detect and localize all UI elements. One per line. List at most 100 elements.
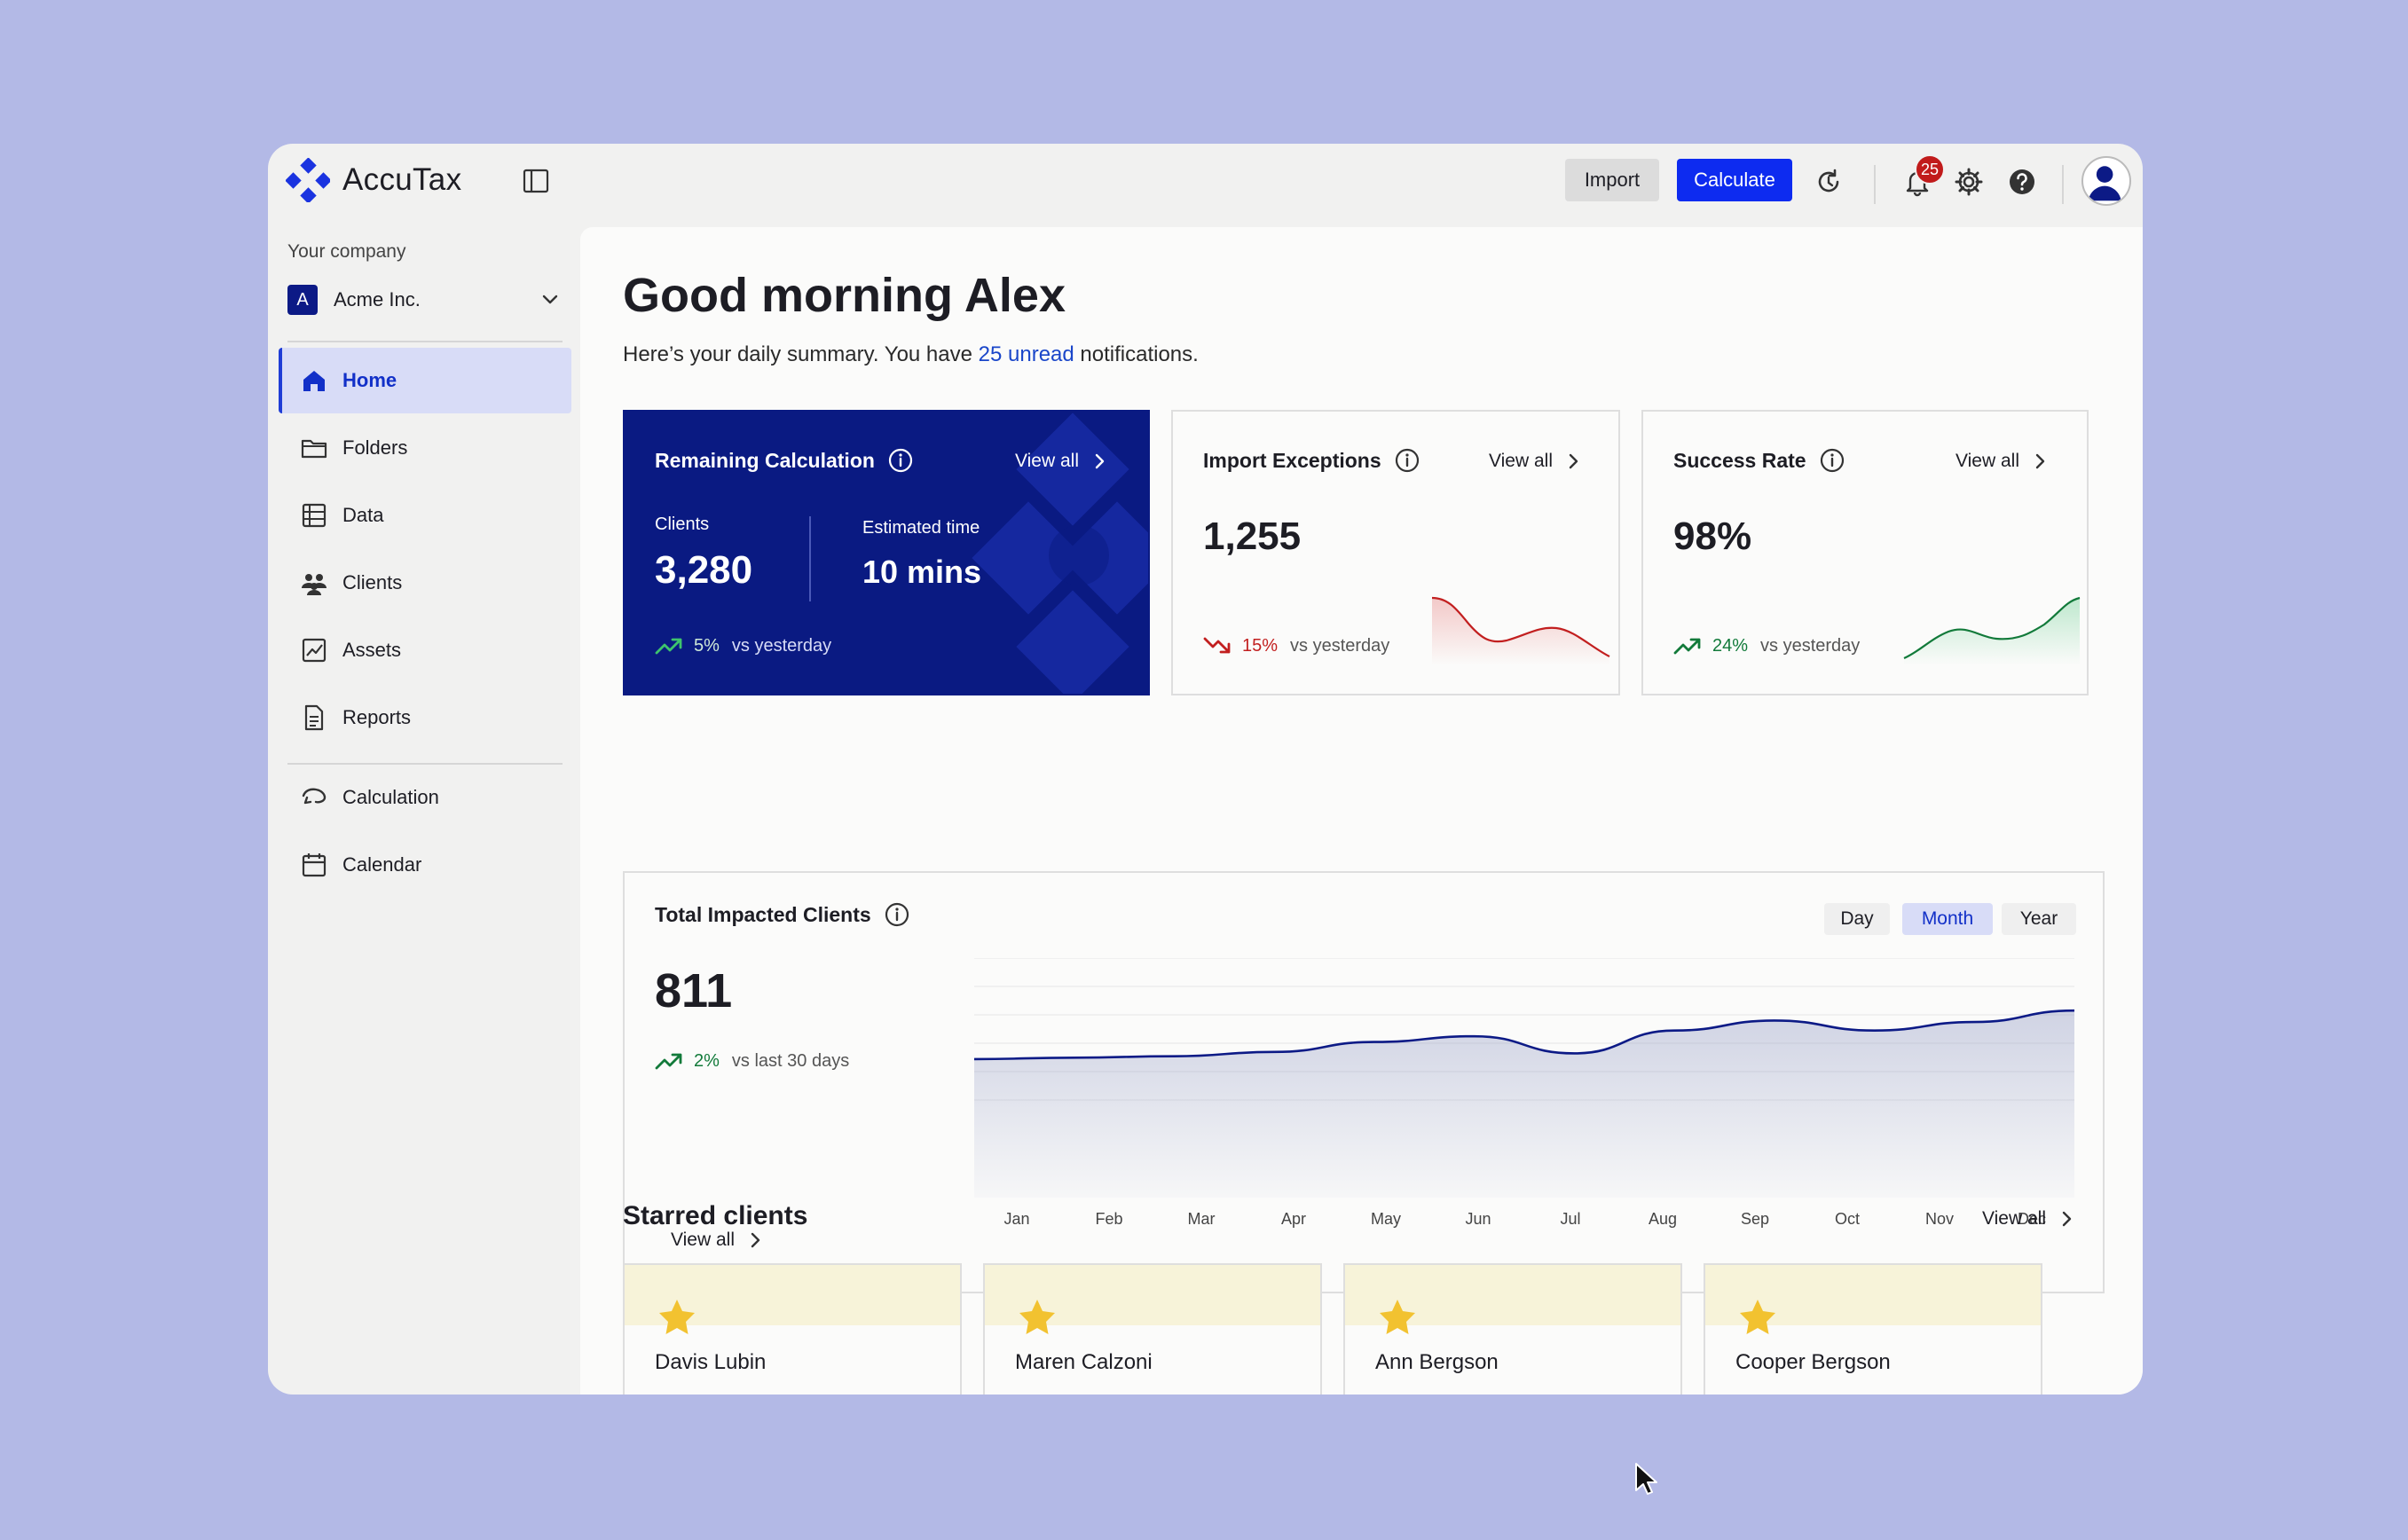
app-logo[interactable]: AccuTax — [286, 158, 461, 202]
chart-icon — [302, 638, 327, 663]
unread-notifications-link[interactable]: 25 unread — [978, 342, 1074, 366]
trend-comparison: vs yesterday — [1290, 635, 1390, 656]
home-icon — [303, 371, 325, 391]
sidebar-item-label: Assets — [342, 639, 402, 661]
sidebar-item-home[interactable]: Home — [279, 348, 571, 413]
sidebar-item-label: Folders — [342, 436, 408, 459]
trend-value: 2% — [694, 1050, 720, 1071]
starred-client-card[interactable]: Cooper Bergson — [1704, 1263, 2042, 1395]
success-rate-card: Success Rate View all 98% 24% vs yesterd… — [1641, 410, 2089, 695]
trend-up-icon — [655, 1053, 682, 1070]
chevron-right-icon — [1095, 453, 1105, 469]
calculation-icon — [302, 788, 327, 805]
x-axis-tick-label: Oct — [1834, 1210, 1861, 1228]
daily-summary: Here’s your daily summary. You have 25 u… — [623, 342, 1199, 367]
chevron-right-icon — [1569, 453, 1578, 469]
client-name: Maren Calzoni — [1015, 1350, 1153, 1374]
summary-text: notifications. — [1074, 342, 1199, 366]
chevron-down-icon — [542, 295, 558, 304]
remaining-calculation-card: Remaining Calculation View all Clients 3… — [623, 410, 1150, 695]
star-icon[interactable] — [1377, 1297, 1418, 1338]
trend-indicator: 15% vs yesterday — [1203, 635, 1389, 656]
x-axis-tick-label: May — [1370, 1210, 1402, 1228]
period-day-button[interactable]: Day — [1824, 903, 1890, 935]
star-icon[interactable] — [1737, 1297, 1778, 1338]
starred-client-card[interactable]: Davis Lubin — [623, 1263, 962, 1395]
sidebar-divider — [287, 763, 563, 765]
sidebar-item-calendar[interactable]: Calendar — [279, 832, 571, 898]
sidebar-item-folders[interactable]: Folders — [279, 415, 571, 481]
sidebar-item-clients[interactable]: Clients — [279, 550, 571, 616]
x-axis-tick-label: Aug — [1648, 1210, 1678, 1228]
user-avatar[interactable] — [2081, 156, 2131, 206]
estimated-time-label: Estimated time — [862, 518, 980, 538]
info-icon[interactable] — [884, 901, 910, 928]
sidebar-item-label: Clients — [342, 571, 403, 593]
import-button[interactable]: Import — [1565, 159, 1659, 201]
view-all-link[interactable]: View all — [671, 1230, 765, 1251]
refresh-icon[interactable] — [1814, 167, 1844, 197]
x-axis-tick-label: Feb — [1095, 1210, 1123, 1228]
import-exceptions-card: Import Exceptions View all 1,255 15% vs … — [1171, 410, 1620, 695]
x-axis-tick-label: Jan — [1003, 1210, 1030, 1228]
x-axis-tick-label: Nov — [1924, 1210, 1955, 1228]
trend-up-icon — [655, 638, 682, 655]
impacted-value: 811 — [655, 964, 733, 1018]
trend-comparison: vs yesterday — [731, 635, 832, 656]
card-title-text: Import Exceptions — [1203, 448, 1381, 472]
exceptions-value: 1,255 — [1203, 515, 1302, 558]
starred-client-card[interactable]: Ann Bergson — [1343, 1263, 1682, 1395]
sidebar-item-data[interactable]: Data — [279, 483, 571, 548]
trend-comparison: vs yesterday — [1760, 635, 1861, 656]
card-title: Remaining Calculation — [655, 447, 914, 474]
company-name: Acme Inc. — [334, 288, 421, 310]
view-all-label: View all — [1982, 1208, 2046, 1229]
card-title-text: Remaining Calculation — [655, 448, 875, 472]
sidebar-divider — [287, 341, 563, 342]
client-name: Davis Lubin — [655, 1350, 767, 1374]
view-all-link[interactable]: View all — [1956, 451, 2050, 472]
info-icon[interactable] — [887, 447, 914, 474]
company-avatar: A — [287, 285, 318, 315]
period-month-button[interactable]: Month — [1902, 903, 1993, 935]
view-all-link[interactable]: View all — [1015, 451, 1109, 472]
x-axis-tick-label: Apr — [1280, 1210, 1307, 1228]
chevron-right-icon — [2035, 453, 2045, 469]
x-axis-tick-label: Sep — [1740, 1210, 1770, 1228]
view-all-link[interactable]: View all — [1489, 451, 1583, 472]
info-icon[interactable] — [1819, 447, 1845, 474]
estimated-time-value: 10 mins — [862, 554, 982, 590]
settings-gear-icon[interactable] — [1954, 167, 1984, 197]
info-icon[interactable] — [1394, 447, 1420, 474]
period-year-button[interactable]: Year — [2002, 903, 2076, 935]
card-divider — [809, 516, 811, 601]
main-content: Good morning Alex Here’s your daily summ… — [580, 227, 2143, 1395]
starred-clients-title: Starred clients — [623, 1201, 808, 1230]
trend-value: 15% — [1242, 635, 1279, 656]
chart-area-fill — [974, 1010, 2074, 1198]
view-all-label: View all — [1015, 451, 1079, 471]
sidebar-item-calculation[interactable]: Calculation — [279, 765, 571, 830]
trend-comparison: vs last 30 days — [731, 1050, 850, 1071]
sidebar-item-reports[interactable]: Reports — [279, 685, 571, 750]
sidebar-item-assets[interactable]: Assets — [279, 617, 571, 683]
trend-indicator: 5% vs yesterday — [655, 635, 831, 656]
exceptions-sparkline — [1432, 596, 1610, 665]
help-icon[interactable] — [2007, 167, 2037, 197]
card-decoration — [972, 412, 1148, 694]
page-title: Good morning Alex — [623, 269, 1066, 322]
sidebar-toggle-icon[interactable] — [522, 167, 550, 195]
view-all-link[interactable]: View all — [1982, 1208, 2076, 1230]
success-rate-value: 98% — [1673, 515, 1752, 558]
starred-client-card[interactable]: Maren Calzoni — [983, 1263, 1322, 1395]
card-title-text: Success Rate — [1673, 448, 1806, 472]
star-icon[interactable] — [657, 1297, 697, 1338]
company-selector[interactable]: A Acme Inc. — [287, 280, 563, 319]
document-icon — [304, 704, 324, 731]
chevron-right-icon — [751, 1232, 760, 1248]
client-name: Cooper Bergson — [1735, 1350, 1891, 1374]
calculate-button[interactable]: Calculate — [1677, 159, 1792, 201]
star-icon[interactable] — [1017, 1297, 1058, 1338]
toolbar-divider — [1874, 165, 1876, 204]
trend-value: 5% — [694, 635, 720, 656]
